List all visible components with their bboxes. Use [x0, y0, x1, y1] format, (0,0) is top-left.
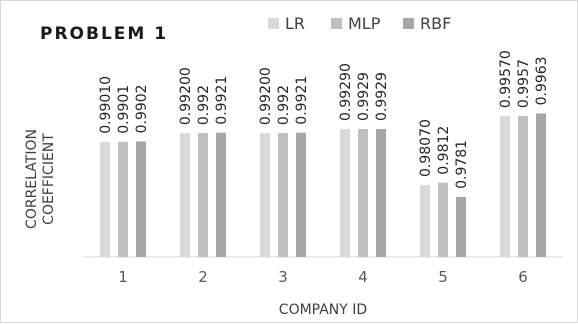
- data-label-rbf-company-4: 0.9929: [374, 72, 390, 121]
- bar-lr-company-3: [260, 133, 270, 257]
- bar-rbf-company-1: [136, 141, 146, 257]
- bar-lr-company-6: [500, 116, 510, 257]
- x-tick-label-5: 5: [438, 268, 448, 286]
- data-label-mlp-company-5: 0.9812: [436, 126, 452, 175]
- data-label-rbf-company-2: 0.9921: [214, 76, 230, 125]
- data-label-mlp-company-4: 0.9929: [356, 72, 372, 121]
- bar-rbf-company-2: [216, 132, 226, 257]
- x-tick-label-6: 6: [518, 268, 528, 286]
- legend-swatch-mlp: [331, 18, 342, 29]
- data-label-rbf-company-6: 0.9963: [534, 56, 550, 105]
- legend-swatch-lr: [268, 18, 279, 29]
- data-label-lr-company-3: 0.99200: [258, 67, 274, 125]
- bars-group: [100, 113, 546, 258]
- bar-mlp-company-2: [198, 133, 208, 257]
- x-tick-label-1: 1: [118, 268, 128, 286]
- data-label-lr-company-5: 0.98070: [418, 119, 434, 177]
- chart-title: PROBLEM 1: [40, 24, 168, 44]
- data-label-mlp-company-2: 0.992: [196, 85, 212, 125]
- data-label-mlp-company-6: 0.9957: [516, 59, 532, 108]
- x-axis-title: COMPANY ID: [279, 302, 367, 318]
- data-label-rbf-company-5: 0.9781: [454, 140, 470, 189]
- bar-mlp-company-5: [438, 182, 448, 257]
- bar-mlp-company-4: [358, 129, 368, 257]
- data-label-mlp-company-1: 0.9901: [116, 85, 132, 134]
- data-label-lr-company-2: 0.99200: [178, 67, 194, 125]
- legend-label-mlp: MLP: [348, 14, 381, 33]
- bar-lr-company-5: [420, 185, 430, 257]
- bar-mlp-company-3: [278, 133, 288, 257]
- x-tick-label-2: 2: [198, 268, 208, 286]
- data-label-rbf-company-3: 0.9921: [294, 76, 310, 125]
- legend-label-lr: LR: [285, 14, 305, 33]
- bar-rbf-company-5: [456, 196, 466, 257]
- data-labels-group: 0.99010 0.9901 0.9902 0.99200 0.992 0.9921 0.9…: [98, 50, 550, 189]
- data-label-lr-company-6: 0.99570: [498, 50, 514, 108]
- data-label-lr-company-1: 0.99010: [98, 76, 114, 134]
- bar-rbf-company-3: [296, 132, 306, 257]
- y-axis-title-line-2: COEFFICIENT: [41, 133, 57, 225]
- y-axis-title-line-1: CORRELATION: [24, 129, 40, 229]
- legend-swatch-rbf: [403, 18, 414, 29]
- bar-lr-company-4: [340, 129, 350, 257]
- bar-mlp-company-6: [518, 116, 528, 257]
- legend-label-rbf: RBF: [420, 14, 451, 33]
- bar-lr-company-2: [180, 133, 190, 257]
- legend: LR MLP RBF: [268, 14, 451, 33]
- x-tick-label-4: 4: [358, 268, 368, 286]
- data-label-mlp-company-3: 0.992: [276, 85, 292, 125]
- bar-rbf-company-4: [376, 129, 386, 257]
- data-label-lr-company-4: 0.99290: [338, 63, 354, 121]
- bar-rbf-company-6: [536, 113, 546, 258]
- y-axis-title: CORRELATION COEFFICIENT: [24, 129, 57, 229]
- bar-mlp-company-1: [118, 141, 128, 257]
- bar-lr-company-1: [100, 141, 110, 257]
- x-ticks-group: 1 2 3 4 5 6: [118, 268, 528, 286]
- data-label-rbf-company-1: 0.9902: [134, 84, 150, 133]
- x-tick-label-3: 3: [278, 268, 288, 286]
